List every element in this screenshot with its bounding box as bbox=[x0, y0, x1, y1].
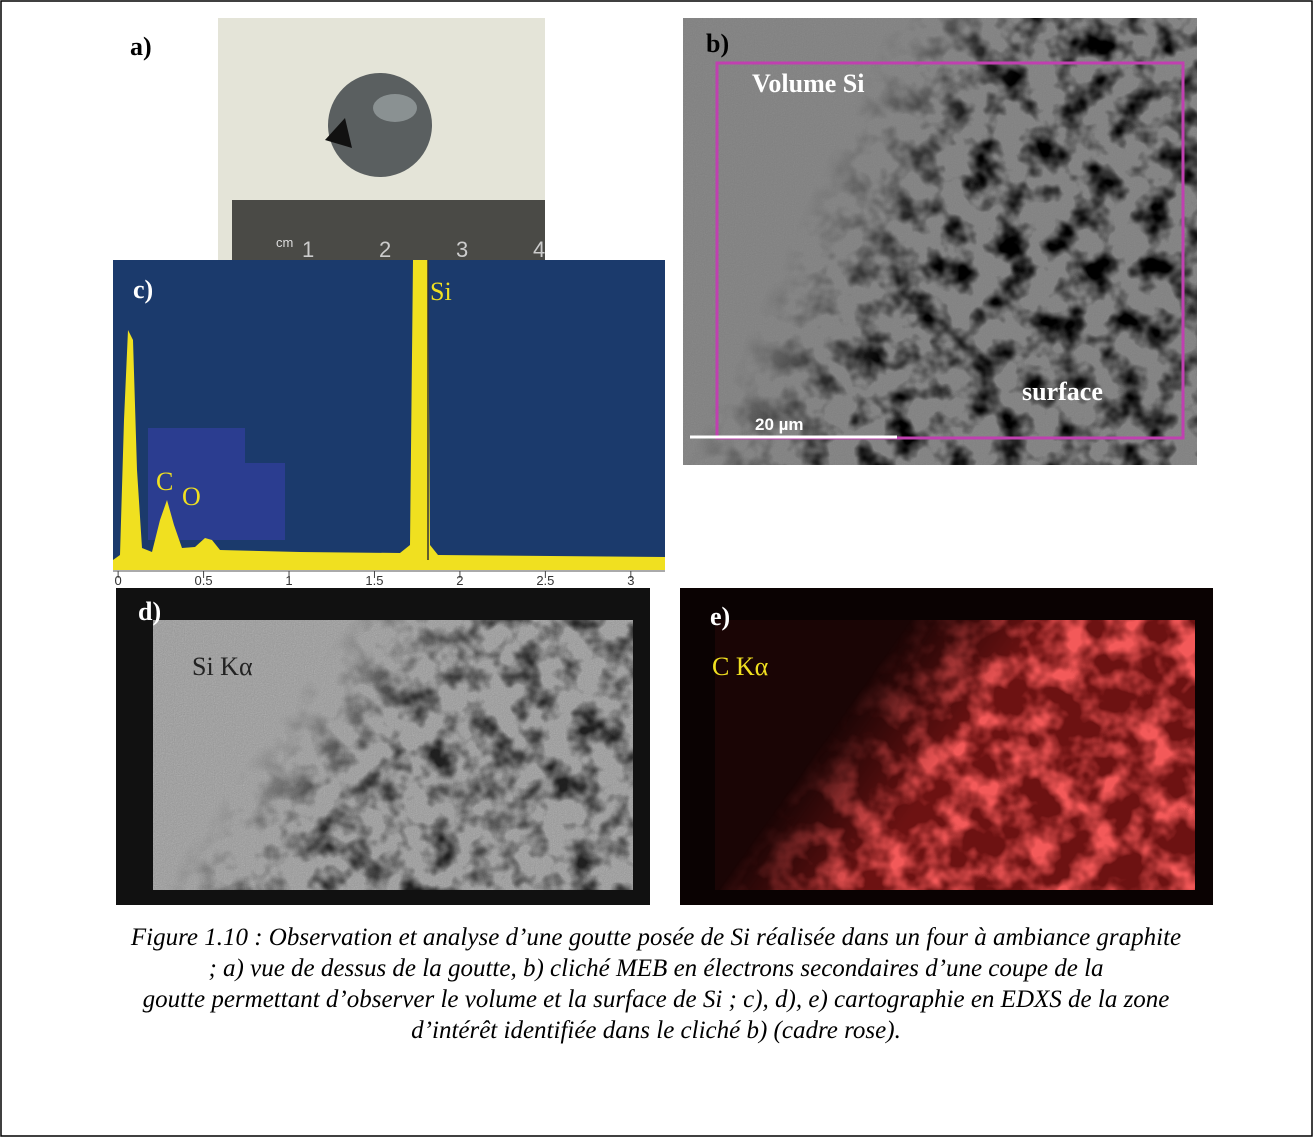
tick-label: 2.5 bbox=[536, 573, 554, 588]
peak-label: O bbox=[182, 482, 201, 511]
caption-line: Figure 1.10 : Observation et analyse d’u… bbox=[130, 924, 1181, 951]
region-label: surface bbox=[1022, 377, 1103, 406]
caption-line: d’intérêt identifiée dans le cliché b) (… bbox=[411, 1017, 901, 1044]
caption: Figure 1.10 : Observation et analyse d’u… bbox=[130, 924, 1181, 1044]
map-label: C Kα bbox=[712, 652, 769, 681]
tick-label: 0.5 bbox=[195, 573, 213, 588]
region-label: Volume Si bbox=[752, 69, 864, 98]
panel-label: d) bbox=[138, 597, 161, 626]
scale-bar-label: 20 µm bbox=[755, 415, 804, 434]
c-map-panel bbox=[680, 588, 1213, 905]
si-map-panel bbox=[116, 588, 650, 905]
peak-label: Si bbox=[430, 277, 452, 306]
panel-label: b) bbox=[706, 29, 729, 58]
tick-label: 1 bbox=[285, 573, 292, 588]
map-label: Si Kα bbox=[192, 652, 253, 681]
panel-label: a) bbox=[130, 32, 152, 61]
figure: a) cm 1 2 3 4 b) Volume Si surface 20 µm 0 0… bbox=[0, 0, 1313, 1137]
ruler-number: 3 bbox=[456, 237, 468, 262]
panel-label: e) bbox=[710, 602, 730, 631]
spectrum-panel bbox=[113, 260, 665, 585]
page: {"panels": { "a": {"label": "a)", "ruler… bbox=[0, 0, 1313, 1137]
ruler-number: 2 bbox=[379, 237, 391, 262]
caption-line: ; a) vue de dessus de la goutte, b) clic… bbox=[208, 955, 1103, 982]
ruler-number: 4 bbox=[533, 237, 545, 262]
ruler-number: 1 bbox=[302, 237, 314, 262]
tick-label: 0 bbox=[115, 573, 122, 588]
tick-label: 3 bbox=[627, 573, 634, 588]
tick-label: 1.5 bbox=[365, 573, 383, 588]
peak-label: C bbox=[156, 467, 173, 496]
caption-line: goutte permettant d’observer le volume e… bbox=[143, 986, 1170, 1013]
ruler-unit: cm bbox=[276, 235, 293, 250]
photo-panel bbox=[218, 18, 545, 260]
panel-label: c) bbox=[133, 275, 153, 304]
tick-label: 2 bbox=[456, 573, 463, 588]
